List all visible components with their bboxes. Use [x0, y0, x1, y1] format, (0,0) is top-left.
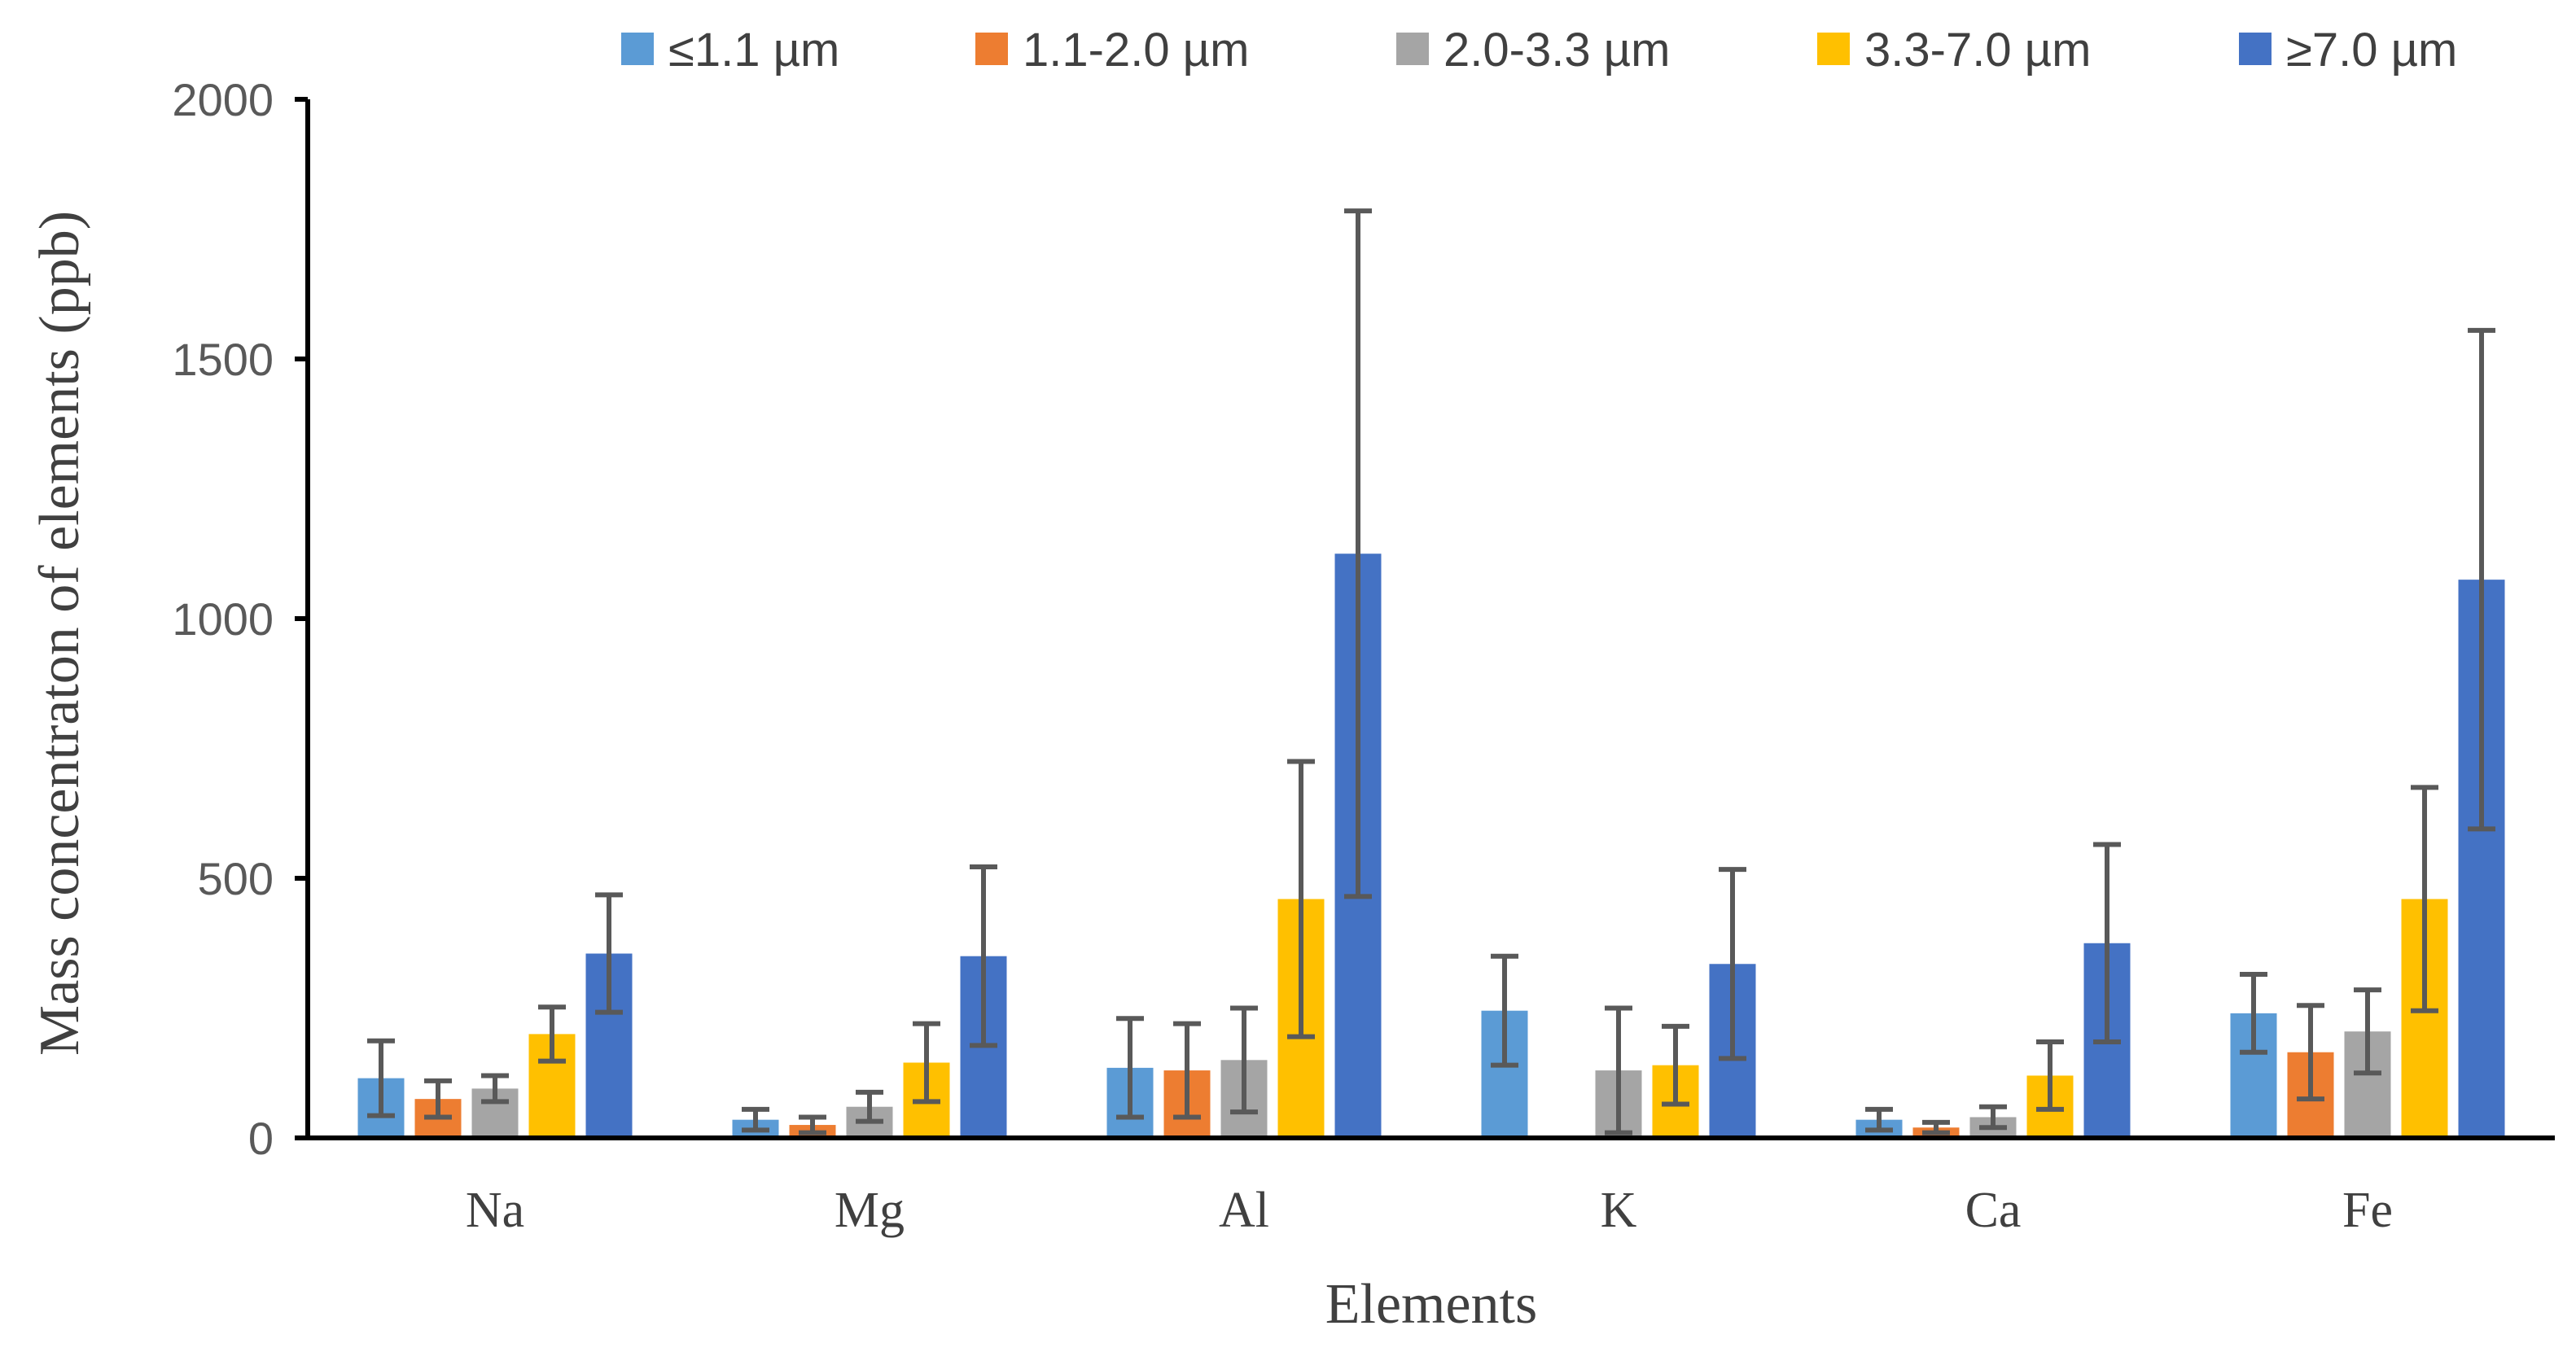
x-axis-title: Elements	[1325, 1273, 1537, 1336]
bars	[357, 208, 2505, 1138]
legend-swatch	[975, 33, 1008, 65]
y-tick-label: 2000	[172, 74, 274, 125]
y-tick-label: 1500	[172, 334, 274, 385]
y-axis-title: Mass concentraton of elements (ppb)	[28, 211, 91, 1056]
legend-label: ≥7.0 µm	[2286, 24, 2457, 77]
x-tick-label: K	[1601, 1183, 1637, 1238]
legend: ≤1.1 µm 1.1-2.0 µm 2.0-3.3 µm 3.3-7.0 µm ≥7.…	[621, 24, 2457, 77]
legend-label: 2.0-3.3 µm	[1444, 24, 1670, 77]
y-tick-label: 0	[248, 1113, 274, 1164]
legend-swatch	[1817, 33, 1850, 65]
x-tick-label: Na	[466, 1183, 524, 1238]
legend-label: 1.1-2.0 µm	[1023, 24, 1249, 77]
x-tick-label: Fe	[2342, 1183, 2393, 1238]
legend-swatch	[2239, 33, 2272, 65]
x-tick-label: Mg	[835, 1183, 905, 1238]
x-tick-label: Ca	[1965, 1183, 2022, 1238]
legend-swatch	[621, 33, 654, 65]
y-tick-label: 1000	[172, 593, 274, 645]
y-axis: 0 500 1000 1500 2000	[172, 74, 310, 1164]
legend-label: ≤1.1 µm	[668, 24, 839, 77]
legend-swatch	[1396, 33, 1429, 65]
y-tick-label: 500	[198, 853, 274, 904]
x-tick-label: Al	[1219, 1183, 1269, 1238]
x-axis: Na Mg Al K Ca Fe	[308, 1135, 2555, 1238]
legend-label: 3.3-7.0 µm	[1864, 24, 2091, 77]
